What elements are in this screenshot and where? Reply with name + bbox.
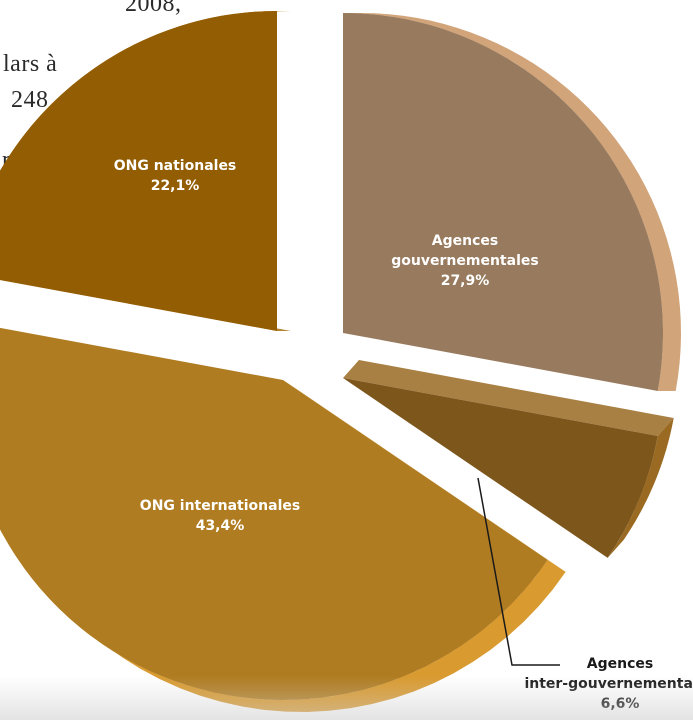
slice-label-2-line-1: 43,4% (196, 518, 245, 534)
slice-3 (0, 11, 277, 331)
slice-label-0-line-2: 27,9% (441, 273, 490, 289)
slice-label-1-line-1: inter-gouvernementales (524, 676, 693, 692)
slice-label-1-line-0: Agences (587, 656, 653, 672)
slice-side-1 (607, 417, 674, 558)
pie-tops-layer (0, 11, 663, 700)
slice-0 (343, 13, 663, 391)
slice-2 (0, 327, 548, 700)
slice-label-3-line-0: ONG nationales (114, 158, 237, 174)
slice-face-2 (283, 380, 566, 572)
slice-face-1 (343, 360, 674, 436)
background-text-line-2: lars à (3, 51, 58, 77)
slice-label-3-line-1: 22,1% (151, 178, 200, 194)
slice-label-2-line-0: ONG internationales (140, 498, 300, 514)
slice-label-0-line-1: gouvernementales (391, 253, 538, 269)
slice-label-1-line-2: 6,6% (601, 696, 640, 712)
background-text-line-3: 248 (11, 87, 49, 113)
slice-label-0-line-0: Agences (432, 233, 498, 249)
background-text-line-1: 2008, (125, 0, 182, 17)
callout-line (477, 477, 560, 666)
slice-1 (343, 378, 658, 558)
